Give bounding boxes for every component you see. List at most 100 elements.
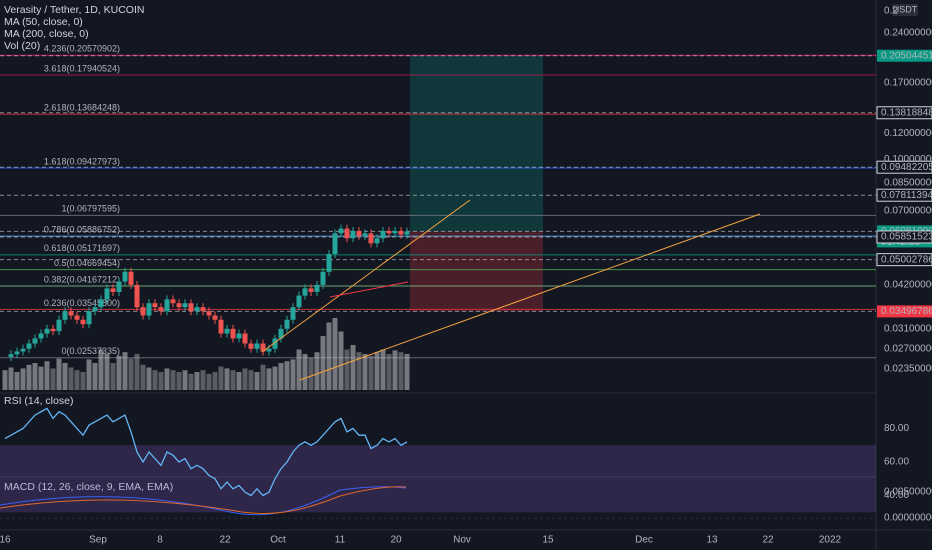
- volume-bar: [266, 368, 272, 390]
- candle: [272, 338, 278, 349]
- trend-line: [299, 213, 761, 381]
- volume-bar: [110, 363, 116, 390]
- rsi-tick-label: 60.00: [884, 457, 909, 468]
- price-badge: [876, 188, 932, 202]
- candle: [92, 307, 98, 312]
- volume-bar: [176, 372, 182, 390]
- candle: [344, 228, 350, 239]
- fib-label: 0.786(0.05886752): [44, 224, 120, 234]
- candle: [14, 351, 20, 355]
- price-badge: [876, 160, 932, 174]
- volume-bar: [2, 370, 8, 390]
- candle: [74, 315, 80, 320]
- time-label: Nov: [453, 535, 471, 546]
- volume-bar: [236, 372, 242, 390]
- candle: [122, 271, 128, 282]
- legend-ma200: MA (200, close, 0): [4, 28, 89, 40]
- volume-bar: [212, 372, 218, 390]
- volume-bar: [380, 349, 386, 390]
- candle: [170, 299, 176, 304]
- volume-bar: [38, 366, 44, 390]
- volume-bar: [392, 350, 398, 390]
- fib-label: 4.236(0.20570902): [44, 44, 120, 54]
- volume-bar: [164, 368, 170, 390]
- volume-bar: [20, 368, 26, 390]
- price-badge-label: 0.09482205: [881, 162, 932, 173]
- candle: [116, 281, 122, 292]
- volume-bar: [362, 354, 368, 390]
- candle: [164, 299, 170, 312]
- legend-vol: Vol (20): [4, 40, 40, 52]
- volume-bar: [56, 358, 62, 390]
- signal-line: [0, 486, 407, 515]
- fib-label: 3.618(0.17940524): [44, 63, 120, 73]
- candle: [236, 333, 242, 339]
- candle: [230, 328, 236, 339]
- volume-bar: [344, 349, 350, 390]
- candle: [182, 303, 188, 308]
- volume-bar: [326, 322, 332, 390]
- price-tick-label: 0.03100000: [884, 323, 932, 334]
- fib-label: 1(0.06797595): [61, 204, 120, 214]
- volume-bar: [320, 336, 326, 390]
- candle: [332, 233, 338, 255]
- candle: [158, 307, 164, 312]
- volume-bar: [152, 370, 158, 390]
- candle: [248, 343, 254, 349]
- candle: [26, 343, 32, 349]
- time-label: 11: [335, 535, 346, 546]
- volume-bar: [44, 361, 50, 390]
- candle: [320, 271, 326, 285]
- candle: [278, 328, 284, 339]
- macd-line: [0, 486, 407, 516]
- volume-bar: [140, 364, 146, 390]
- volume-bar: [308, 357, 314, 390]
- candle: [32, 338, 38, 344]
- candle: [134, 284, 140, 308]
- volume-bar: [92, 363, 98, 390]
- currency-badge[interactable]: [892, 4, 918, 16]
- volume-bar: [332, 318, 338, 390]
- volume-bar: [404, 354, 410, 390]
- candle: [362, 233, 368, 236]
- volume-bar: [170, 370, 176, 390]
- rsi-band: [0, 445, 876, 513]
- fib-label: 0.382(0.04167212): [44, 274, 120, 284]
- fib-label: 0.5(0.04669454): [54, 258, 120, 268]
- volume-bar: [8, 367, 14, 390]
- candle: [188, 303, 194, 312]
- volume-bar: [224, 368, 230, 390]
- volume-bar: [350, 345, 356, 390]
- currency: USDT: [893, 4, 918, 14]
- volume-bar: [50, 368, 56, 390]
- candle: [44, 328, 50, 334]
- volume-bar: [122, 352, 128, 390]
- volume-bar: [386, 354, 392, 390]
- candle: [20, 348, 26, 352]
- price-badge-label: 0.05002786: [881, 254, 932, 265]
- volume-bar: [302, 354, 308, 390]
- volume-bar: [296, 349, 302, 390]
- candle: [326, 254, 332, 272]
- volume-bar: [200, 370, 206, 390]
- candle: [284, 319, 290, 329]
- price-badge-label: 0.20504451: [881, 50, 932, 61]
- price-pane: 4.236(0.20570902) 3.618(0.17940524) 2.618(…: [0, 44, 932, 390]
- candle: [290, 307, 296, 320]
- volume-bar: [80, 372, 86, 390]
- volume-bar: [218, 366, 224, 390]
- macd-legend: MACD (12, 26, close, 9, EMA, EMA): [4, 481, 173, 493]
- candle: [296, 295, 302, 308]
- time-label: Oct: [270, 535, 286, 546]
- legend-ma50: MA (50, close, 0): [4, 16, 83, 28]
- price-badge-label: 0.07811394: [881, 190, 932, 201]
- candle: [392, 230, 398, 234]
- price-tick-label: 0.02700000: [884, 343, 932, 354]
- candle: [380, 230, 386, 239]
- volume-bar: [338, 331, 344, 390]
- candle: [38, 333, 44, 339]
- volume-bar: [14, 372, 20, 390]
- volume-bar: [272, 366, 278, 390]
- candle: [386, 230, 392, 234]
